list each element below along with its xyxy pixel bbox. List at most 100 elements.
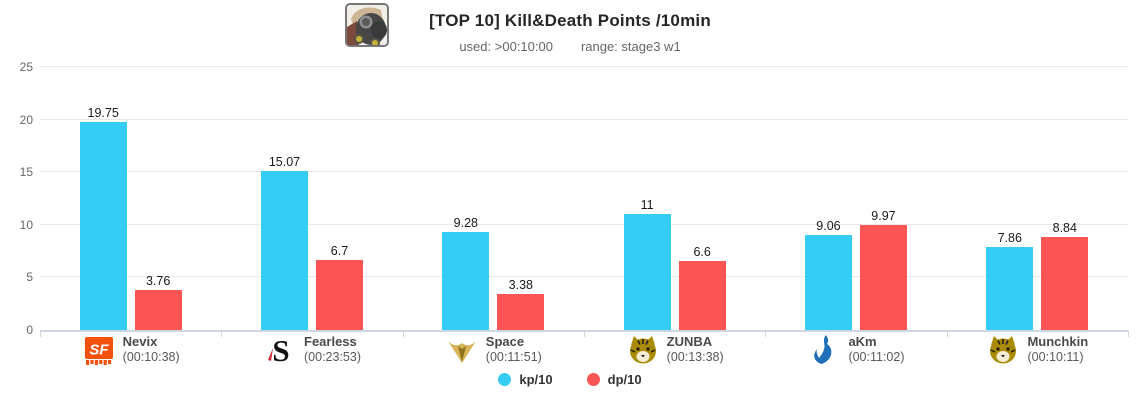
kp-legend-dot-icon bbox=[498, 373, 512, 386]
chart-legend: kp/10 dp/10 bbox=[0, 372, 1140, 387]
x-axis-tick bbox=[584, 330, 585, 337]
xlabel-text: Fearless (00:23:53) bbox=[304, 334, 361, 366]
bar-groups: 19.75 3.76 15.07 6.7 bbox=[40, 67, 1128, 330]
kp-value-label: 19.75 bbox=[87, 106, 119, 121]
x-axis-tick bbox=[765, 330, 767, 337]
player-time: (00:10:11) bbox=[1027, 350, 1084, 365]
legend-item-kp[interactable]: kp/10 bbox=[498, 372, 553, 387]
kp-bar-col: 9.06 bbox=[804, 67, 852, 330]
group-munchkin: 7.86 8.84 bbox=[947, 67, 1128, 330]
kp-bar[interactable] bbox=[79, 122, 127, 330]
range-filter-label: range: stage3 w1 bbox=[580, 39, 681, 54]
la-valiant-logo bbox=[447, 341, 476, 363]
xlabel-space: Space (00:11:51) bbox=[403, 333, 584, 367]
player-name: Fearless bbox=[304, 334, 357, 350]
kp-bar[interactable] bbox=[260, 171, 308, 330]
legend-item-dp[interactable]: dp/10 bbox=[586, 372, 642, 387]
kp-value-label: 11 bbox=[640, 198, 654, 213]
y-tick-0: 0 bbox=[26, 323, 33, 337]
xlabel-zunba: ZUNBA (00:13:38) bbox=[584, 333, 765, 367]
chart-title: [TOP 10] Kill&Death Points /10min bbox=[429, 11, 711, 30]
xlabel-text: ZUNBA (00:13:38) bbox=[667, 334, 724, 366]
dp-bar[interactable] bbox=[315, 259, 363, 330]
xlabel-fearless: S Fearless (00:23:53) bbox=[221, 333, 402, 367]
kp-bar-col: 15.07 bbox=[260, 67, 308, 330]
dp-value-label: 8.84 bbox=[1052, 221, 1077, 236]
player-name: Munchkin bbox=[1027, 334, 1089, 350]
kp-bar[interactable] bbox=[986, 247, 1034, 330]
y-tick-25: 25 bbox=[19, 60, 33, 74]
dp-legend-label: dp/10 bbox=[607, 372, 642, 387]
kp-value-label: 9.06 bbox=[816, 218, 841, 233]
gridline bbox=[40, 276, 1128, 278]
y-tick-5: 5 bbox=[26, 270, 33, 285]
svg-text:SF: SF bbox=[89, 342, 109, 359]
xlabel-munchkin: Munchkin (00:10:11) bbox=[947, 333, 1128, 367]
dp-value-label: 3.38 bbox=[508, 278, 533, 293]
shanghai-dragons-logo: S bbox=[268, 333, 290, 367]
kp-bar-col: 7.86 bbox=[986, 67, 1034, 330]
kp-value-label: 9.28 bbox=[453, 216, 478, 231]
gridline bbox=[40, 66, 1128, 67]
player-name: Nevix bbox=[122, 334, 158, 350]
kp-bar-col: 11 bbox=[623, 67, 671, 330]
kp-bar-col: 9.28 bbox=[442, 67, 490, 330]
xlabel-text: Munchkin (00:10:11) bbox=[1027, 334, 1088, 366]
kp-bar[interactable] bbox=[442, 232, 490, 330]
seoul-dynasty-logo bbox=[629, 336, 656, 364]
player-time: (00:10:38) bbox=[122, 350, 180, 365]
dp-legend-dot-icon bbox=[586, 373, 600, 386]
xlabel-akm: aKm (00:11:02) bbox=[765, 333, 946, 367]
group-akm: 9.06 9.97 bbox=[765, 67, 946, 330]
y-tick-20: 20 bbox=[19, 112, 33, 127]
x-axis-tick bbox=[1128, 330, 1129, 337]
dp-bar-col: 9.97 bbox=[859, 67, 907, 330]
xlabel-text: Space (00:11:51) bbox=[486, 334, 542, 366]
roadhog-hero-icon bbox=[345, 3, 389, 47]
player-time: (00:11:51) bbox=[485, 350, 542, 365]
x-axis-tick bbox=[221, 330, 223, 337]
dp-value-label: 6.6 bbox=[693, 244, 711, 259]
group-zunba: 11 6.6 bbox=[584, 67, 765, 330]
svg-text:S: S bbox=[272, 333, 289, 367]
dp-bar-col: 8.84 bbox=[1041, 67, 1089, 330]
player-name: aKm bbox=[848, 334, 877, 350]
x-axis-labels: SF Nevix (00:10:38) S Fearless (00:23:53… bbox=[40, 333, 1128, 367]
chart-subtitle: used: >00:10:00 range: stage3 w1 bbox=[0, 39, 1140, 54]
dp-bar[interactable] bbox=[678, 260, 726, 330]
gridline bbox=[40, 171, 1128, 173]
dp-bar-col: 6.7 bbox=[315, 67, 363, 330]
sf-shock-logo: SF bbox=[84, 337, 113, 365]
x-axis-tick bbox=[402, 330, 404, 337]
player-time: (00:13:38) bbox=[666, 350, 724, 365]
y-tick-15: 15 bbox=[19, 165, 33, 180]
kp-value-label: 7.86 bbox=[997, 231, 1022, 246]
xlabel-nevix: SF Nevix (00:10:38) bbox=[40, 333, 221, 367]
dp-value-label: 3.76 bbox=[145, 274, 171, 289]
player-name: ZUNBA bbox=[666, 334, 713, 350]
dp-bar-col: 3.38 bbox=[497, 67, 545, 330]
dp-value-label: 6.7 bbox=[330, 243, 349, 258]
dp-bar[interactable] bbox=[497, 294, 545, 330]
kp-bar-col: 19.75 bbox=[79, 67, 127, 330]
player-time: (00:11:02) bbox=[848, 350, 905, 365]
dallas-fuel-logo bbox=[814, 335, 832, 364]
xlabel-text: aKm (00:11:02) bbox=[848, 334, 904, 366]
dp-bar[interactable] bbox=[134, 290, 182, 330]
xlabel-text: Nevix (00:10:38) bbox=[123, 334, 180, 366]
kp-bar[interactable] bbox=[804, 234, 852, 330]
dp-bar[interactable] bbox=[859, 225, 907, 330]
group-nevix: 19.75 3.76 bbox=[40, 67, 221, 330]
used-filter-label: used: >00:10:00 bbox=[459, 39, 553, 54]
dp-bar[interactable] bbox=[1041, 237, 1089, 330]
kp-value-label: 15.07 bbox=[268, 155, 301, 170]
y-axis: 0 5 10 15 20 25 bbox=[0, 60, 33, 337]
dp-bar-col: 6.6 bbox=[678, 67, 726, 330]
player-name: Space bbox=[485, 334, 525, 350]
x-axis-tick bbox=[946, 330, 948, 337]
kp-bar[interactable] bbox=[623, 214, 671, 330]
gridline bbox=[40, 223, 1128, 225]
group-fearless: 15.07 6.7 bbox=[221, 67, 402, 330]
chart-plot-area[interactable]: 19.75 3.76 15.07 6.7 bbox=[40, 66, 1129, 337]
